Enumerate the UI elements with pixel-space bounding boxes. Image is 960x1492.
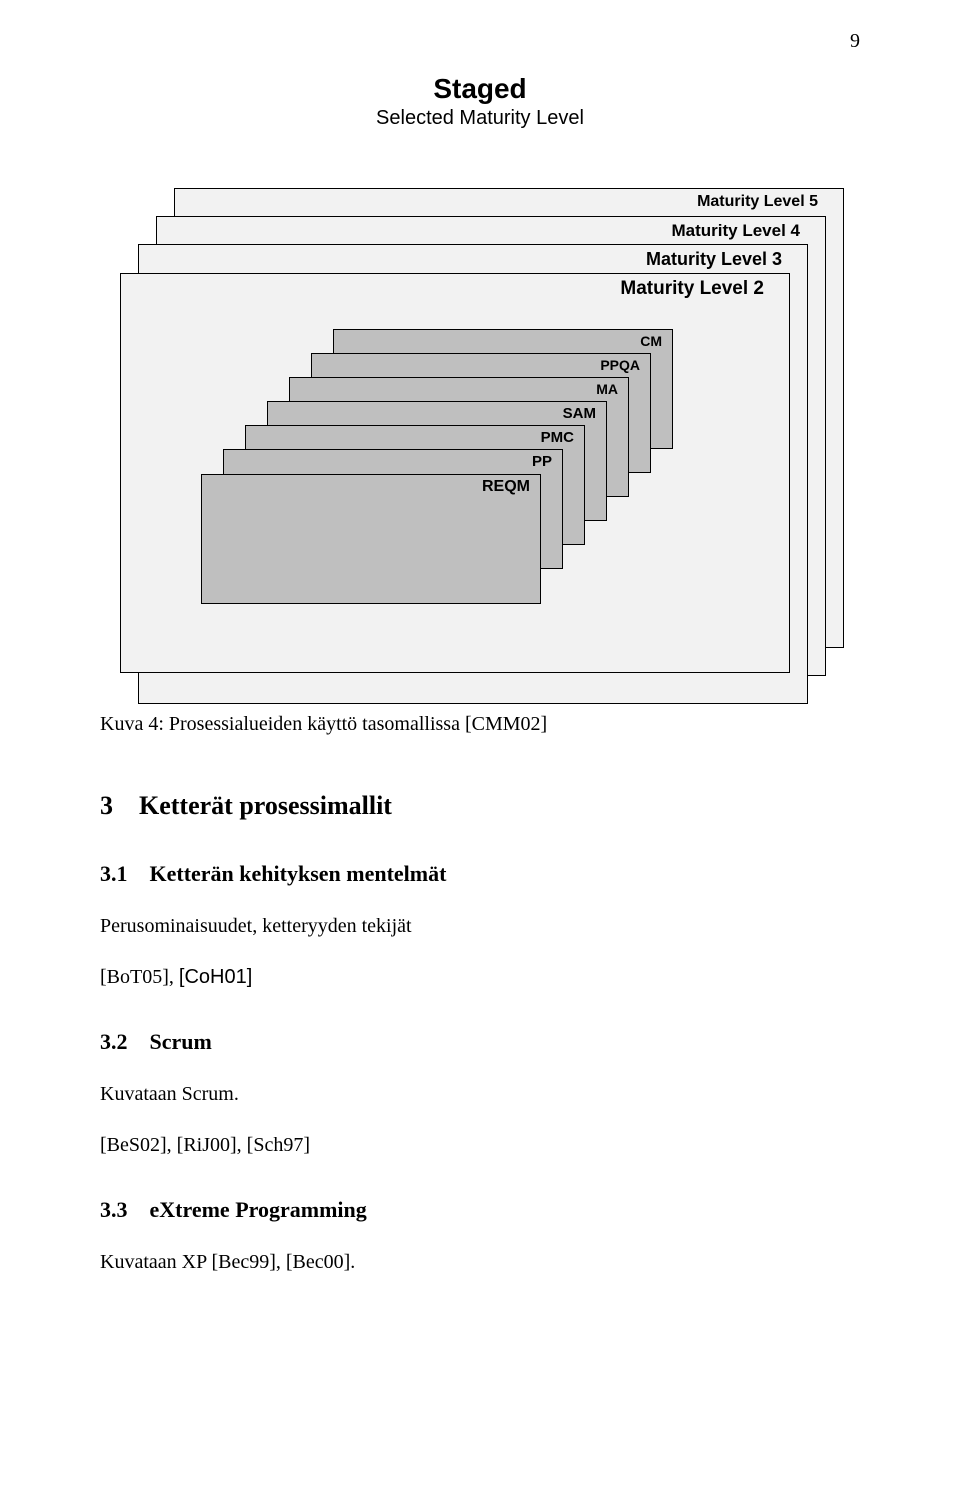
figure-title-main: Staged [100, 73, 860, 105]
page-number: 9 [100, 30, 860, 53]
sec3-1-line1: Perusominaisuudet, ketteryyden tekijät [100, 915, 860, 938]
process-area-reqm: REQM [201, 474, 541, 604]
figure-caption: Kuva 4: Prosessialueiden käyttö tasomall… [100, 713, 860, 736]
sec3-3-line1: Kuvataan XP [Bec99], [Bec00]. [100, 1251, 860, 1274]
figure-title-sub: Selected Maturity Level [100, 107, 860, 130]
figure-title-block: Staged Selected Maturity Level [100, 73, 860, 130]
heading-sec3: 3 Ketterät prosessimallit [100, 791, 860, 821]
sec3-2-line1: Kuvataan Scrum. [100, 1083, 860, 1106]
figure-staged-model: Staged Selected Maturity Level Maturity … [100, 63, 860, 693]
heading-sec3-1: 3.1 Ketterän kehityksen mentelmät [100, 861, 860, 887]
heading-sec3-3: 3.3 eXtreme Programming [100, 1197, 860, 1223]
sec3-1-line2: [BoT05], [CoH01] [100, 966, 860, 989]
sec3-2-line2: [BeS02], [RiJ00], [Sch97] [100, 1134, 860, 1157]
heading-sec3-2: 3.2 Scrum [100, 1029, 860, 1055]
maturity-level-2: Maturity Level 2 CM PPQA MA SAM PMC [120, 273, 790, 673]
